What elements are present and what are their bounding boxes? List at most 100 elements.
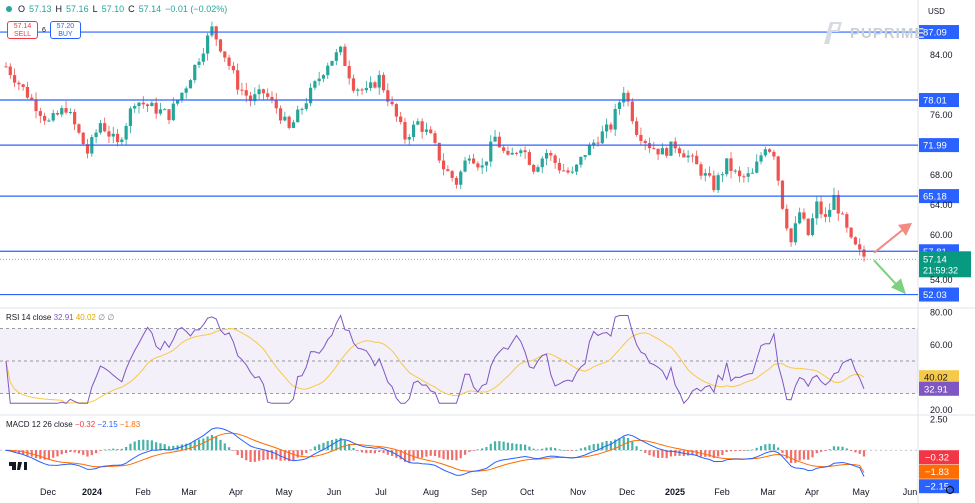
macd-histogram-bar	[596, 443, 600, 451]
candle-body	[845, 214, 849, 228]
macd-histogram-bar	[845, 448, 848, 451]
candle-body	[712, 175, 716, 191]
candle-body	[30, 97, 34, 100]
macd-histogram-bar	[275, 450, 278, 460]
macd-histogram-bar	[459, 450, 462, 459]
macd-histogram-bar	[558, 449, 561, 451]
macd-histogram-bar	[536, 449, 540, 451]
macd-tag-label: −2.15	[925, 482, 949, 493]
change-value: −0.01 (−0.02%)	[165, 4, 228, 14]
macd-histogram-bar	[794, 450, 797, 463]
candle-body	[707, 173, 712, 176]
macd-histogram-bar	[644, 450, 647, 453]
level-price-tag	[919, 25, 959, 40]
macd-histogram-bar	[99, 450, 102, 452]
candle-body	[858, 244, 862, 250]
forecast-up-arrowhead	[898, 222, 912, 236]
macd-histogram-bar	[283, 450, 286, 461]
candle-body	[437, 142, 441, 161]
macd-histogram-bar	[498, 441, 501, 451]
macd-histogram-bar	[236, 450, 239, 456]
candle-body	[450, 171, 454, 178]
candle-body	[12, 75, 17, 83]
candle-body	[519, 150, 523, 154]
candle-body	[411, 124, 416, 138]
sell-button[interactable]: 57.14 SELL	[7, 21, 38, 39]
candle-body	[587, 144, 592, 156]
time-tick-label: May	[852, 487, 870, 497]
candle-body	[188, 80, 193, 89]
candle-body	[201, 53, 205, 62]
rsi-tick-label: 80.00	[930, 307, 953, 317]
macd-histogram-bar	[493, 441, 497, 451]
macd-histogram-bar	[348, 443, 351, 451]
macd-histogram-bar	[296, 450, 299, 458]
macd-histogram-bar	[862, 450, 866, 457]
candle-body	[25, 86, 30, 98]
macd-histogram-bar	[579, 448, 582, 451]
macd-histogram-bar	[305, 450, 308, 454]
macd-histogram-bar	[837, 446, 840, 451]
candle-body	[656, 148, 660, 155]
candle-body	[167, 109, 171, 121]
candle-body	[347, 65, 351, 79]
candle-body	[862, 249, 866, 257]
macd-histogram-bar	[631, 441, 634, 451]
macd-histogram-bar	[47, 450, 50, 460]
candle-body	[128, 108, 133, 126]
macd-histogram-bar	[416, 450, 419, 459]
puprime-logo-icon	[824, 22, 842, 44]
candle-body	[193, 64, 197, 81]
candle-body	[403, 122, 407, 140]
candle-body	[776, 156, 780, 181]
macd-histogram-bar	[798, 450, 801, 461]
macd-histogram-bar	[300, 450, 304, 456]
macd-legend: MACD 12 26 close −0.32 −2.15 −1.83	[6, 420, 140, 429]
macd-histogram-bar	[240, 450, 244, 458]
macd-histogram-bar	[159, 443, 162, 451]
macd-histogram-bar	[824, 450, 827, 452]
macd-histogram-bar	[481, 448, 484, 451]
macd-histogram-bar	[695, 450, 698, 456]
candle-body	[686, 155, 690, 158]
candle-body	[64, 108, 68, 113]
macd-histogram-bar	[146, 440, 149, 451]
buy-button[interactable]: 57.20 BUY	[49, 21, 81, 39]
macd-histogram-bar	[90, 450, 93, 456]
macd-histogram-bar	[712, 450, 715, 459]
candle-body	[171, 103, 175, 121]
macd-histogram-bar	[292, 450, 295, 461]
macd-histogram-bar	[112, 448, 115, 451]
candle-body	[592, 142, 596, 145]
price-tick-label: 60.00	[930, 230, 953, 240]
time-tick-label: Oct	[520, 487, 535, 497]
candle-body	[536, 167, 540, 172]
macd-histogram-bar	[232, 450, 235, 452]
macd-signal-value: −1.83	[119, 420, 141, 429]
candle-body	[506, 150, 510, 155]
candle-body	[236, 70, 240, 90]
time-tick-label: May	[275, 487, 293, 497]
candle-body	[544, 152, 549, 159]
macd-histogram-bar	[850, 450, 853, 452]
candle-body	[489, 141, 493, 162]
macd-histogram-bar	[39, 450, 42, 460]
macd-histogram-bar	[391, 450, 394, 456]
sell-label: SELL	[13, 31, 32, 38]
macd-histogram-bar	[562, 450, 565, 451]
time-tick-label: Feb	[714, 487, 730, 497]
candle-body	[682, 153, 686, 158]
candle-body	[317, 78, 321, 82]
candle-body	[626, 92, 630, 102]
macd-histogram-bar	[373, 450, 377, 454]
candle-body	[218, 39, 223, 52]
macd-histogram-bar	[52, 450, 55, 458]
high-label: H	[55, 4, 63, 14]
candle-body	[197, 61, 201, 65]
level-price-tag	[919, 287, 959, 302]
candle-body	[630, 101, 634, 122]
candle-body	[750, 172, 755, 174]
candle-body	[527, 152, 531, 165]
macd-histogram-bar	[785, 450, 788, 459]
